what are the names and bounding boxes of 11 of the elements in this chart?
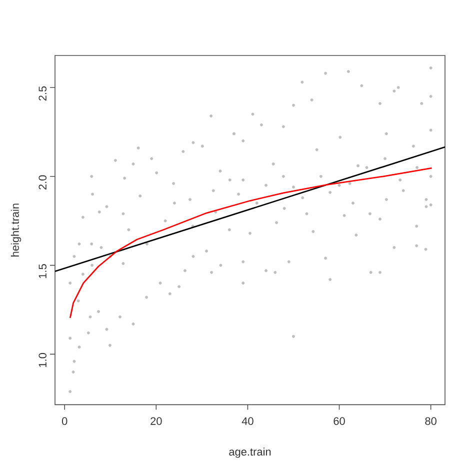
x-tick-label: 0 xyxy=(62,417,68,425)
x-tick-label: 40 xyxy=(242,417,254,425)
x-tick-label: 20 xyxy=(150,417,162,425)
x-tick-label: 80 xyxy=(425,417,436,425)
x-axis-title: age.train xyxy=(229,448,271,458)
y-tick-label: 1.5 xyxy=(38,264,46,278)
y-tick-label: 2.5 xyxy=(38,86,46,101)
y-tick-label: 2.0 xyxy=(38,175,46,190)
y-tick-label: 1.0 xyxy=(38,353,46,367)
y-axis-title: height.train xyxy=(10,204,22,256)
x-tick-label: 60 xyxy=(334,417,345,425)
